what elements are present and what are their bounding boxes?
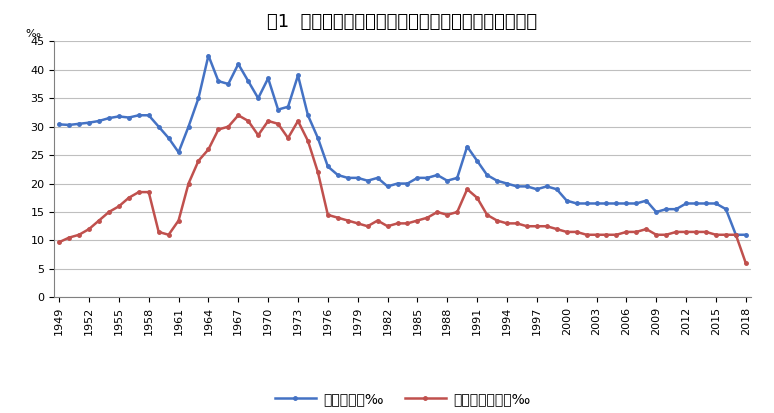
- 人口出生率‰: [204, 53, 213, 58]
- 人口出生率‰: [652, 209, 661, 214]
- 人口自然增长率‰: [642, 227, 651, 232]
- 人口出生率‰: [224, 81, 233, 86]
- Legend: 人口出生率‰, 人口自然增长率‰: 人口出生率‰, 人口自然增长率‰: [269, 386, 536, 411]
- 人口出生率‰: [741, 232, 751, 237]
- 人口自然增长率‰: [144, 190, 153, 195]
- 人口出生率‰: [54, 122, 63, 127]
- 人口自然增长率‰: [273, 121, 283, 126]
- 人口自然增长率‰: [652, 232, 661, 237]
- Line: 人口出生率‰: 人口出生率‰: [57, 54, 748, 237]
- 人口自然增长率‰: [234, 113, 243, 118]
- 人口自然增长率‰: [214, 127, 223, 132]
- Y-axis label: ‰: ‰: [26, 29, 41, 39]
- 人口自然增长率‰: [741, 261, 751, 266]
- 人口出生率‰: [144, 113, 153, 118]
- Title: 图1  新中国成立以来新疆人口出生率、自然增长率变化: 图1 新中国成立以来新疆人口出生率、自然增长率变化: [268, 13, 537, 31]
- 人口出生率‰: [273, 107, 283, 112]
- 人口出生率‰: [443, 178, 452, 183]
- 人口自然增长率‰: [443, 212, 452, 217]
- 人口出生率‰: [353, 176, 362, 180]
- Line: 人口自然增长率‰: 人口自然增长率‰: [57, 114, 748, 265]
- 人口自然增长率‰: [54, 240, 63, 244]
- 人口出生率‰: [731, 232, 741, 237]
